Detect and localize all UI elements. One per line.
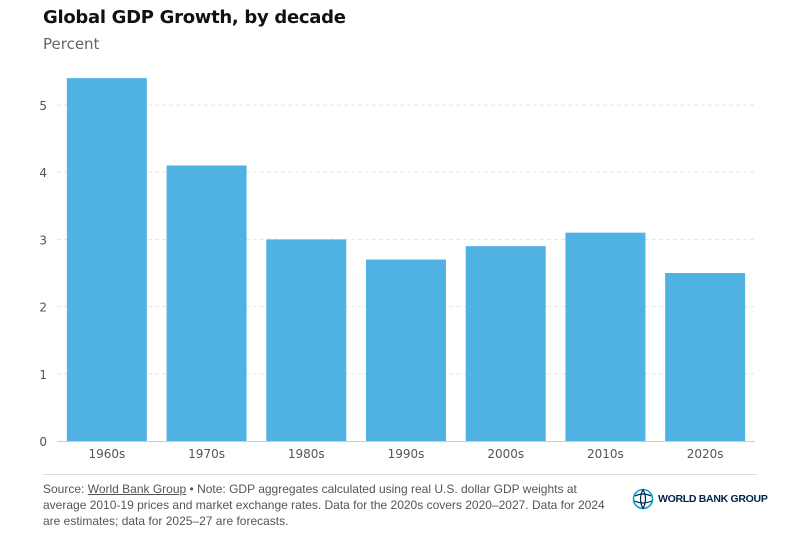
y-tick-label: 4 [39, 166, 47, 180]
x-tick-label: 2010s [587, 447, 624, 461]
footer-note: Source: World Bank Group • Note: GDP agg… [43, 481, 613, 529]
bar [565, 232, 646, 441]
y-tick-label: 2 [39, 301, 47, 315]
x-tick-label: 1990s [388, 447, 425, 461]
y-tick-label: 1 [39, 368, 47, 382]
source-label: Source: [43, 482, 88, 496]
x-tick-label: 2020s [687, 447, 724, 461]
chart-title: Global GDP Growth, by decade [43, 7, 346, 28]
y-tick-label: 3 [39, 233, 47, 247]
bar [465, 246, 546, 441]
bar [66, 78, 147, 442]
world-bank-logo: WORLD BANK GROUP [632, 488, 768, 510]
x-tick-label: 1960s [88, 447, 125, 461]
chart-subtitle: Percent [43, 35, 100, 53]
bar [266, 239, 347, 441]
bar [166, 165, 247, 442]
globe-icon [632, 488, 654, 510]
footer-divider [43, 474, 757, 475]
x-tick-label: 1970s [188, 447, 225, 461]
bar [665, 273, 746, 441]
x-tick-label: 2000s [487, 447, 524, 461]
bar [366, 259, 446, 441]
logo-text: WORLD BANK GROUP [658, 493, 768, 505]
y-tick-label: 0 [39, 435, 47, 449]
note-text: • Note: GDP aggregates calculated using … [43, 482, 605, 528]
y-tick-label: 5 [39, 99, 47, 113]
source-link[interactable]: World Bank Group [87, 482, 187, 496]
x-tick-label: 1980s [288, 447, 325, 461]
bar-chart: 0 1 2 3 4 5 1960s 1970s 1980s 1990s 2000s 2010s 2020… [39, 78, 755, 461]
